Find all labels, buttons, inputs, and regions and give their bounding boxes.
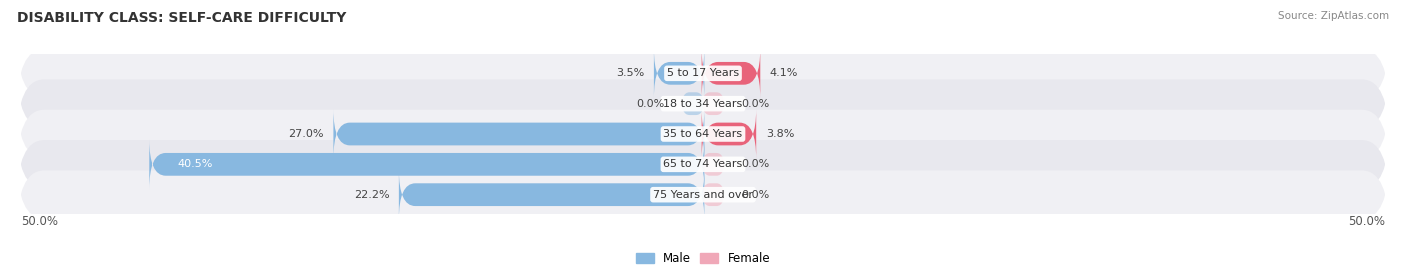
- FancyBboxPatch shape: [17, 98, 1389, 170]
- Text: 75 Years and over: 75 Years and over: [652, 190, 754, 200]
- FancyBboxPatch shape: [333, 109, 704, 159]
- FancyBboxPatch shape: [702, 153, 725, 176]
- Text: 0.0%: 0.0%: [741, 99, 769, 109]
- Text: 4.1%: 4.1%: [770, 68, 799, 78]
- Text: 50.0%: 50.0%: [21, 215, 58, 228]
- Text: Source: ZipAtlas.com: Source: ZipAtlas.com: [1278, 11, 1389, 21]
- FancyBboxPatch shape: [399, 170, 704, 220]
- FancyBboxPatch shape: [17, 37, 1389, 110]
- Text: DISABILITY CLASS: SELF-CARE DIFFICULTY: DISABILITY CLASS: SELF-CARE DIFFICULTY: [17, 11, 346, 25]
- Text: 18 to 34 Years: 18 to 34 Years: [664, 99, 742, 109]
- FancyBboxPatch shape: [17, 158, 1389, 231]
- FancyBboxPatch shape: [149, 139, 704, 189]
- Text: 40.5%: 40.5%: [179, 159, 214, 169]
- Text: 27.0%: 27.0%: [288, 129, 323, 139]
- Text: 22.2%: 22.2%: [354, 190, 389, 200]
- Text: 0.0%: 0.0%: [741, 159, 769, 169]
- Legend: Male, Female: Male, Female: [631, 247, 775, 268]
- Text: 3.5%: 3.5%: [616, 68, 644, 78]
- Text: 35 to 64 Years: 35 to 64 Years: [664, 129, 742, 139]
- FancyBboxPatch shape: [17, 67, 1389, 140]
- FancyBboxPatch shape: [17, 128, 1389, 201]
- Text: 65 to 74 Years: 65 to 74 Years: [664, 159, 742, 169]
- Text: 3.8%: 3.8%: [766, 129, 794, 139]
- FancyBboxPatch shape: [681, 92, 704, 115]
- Text: 0.0%: 0.0%: [741, 190, 769, 200]
- FancyBboxPatch shape: [702, 92, 725, 115]
- FancyBboxPatch shape: [702, 109, 756, 159]
- FancyBboxPatch shape: [654, 48, 704, 98]
- FancyBboxPatch shape: [702, 48, 761, 98]
- Text: 0.0%: 0.0%: [637, 99, 665, 109]
- Text: 5 to 17 Years: 5 to 17 Years: [666, 68, 740, 78]
- Text: 50.0%: 50.0%: [1348, 215, 1385, 228]
- FancyBboxPatch shape: [702, 183, 725, 206]
